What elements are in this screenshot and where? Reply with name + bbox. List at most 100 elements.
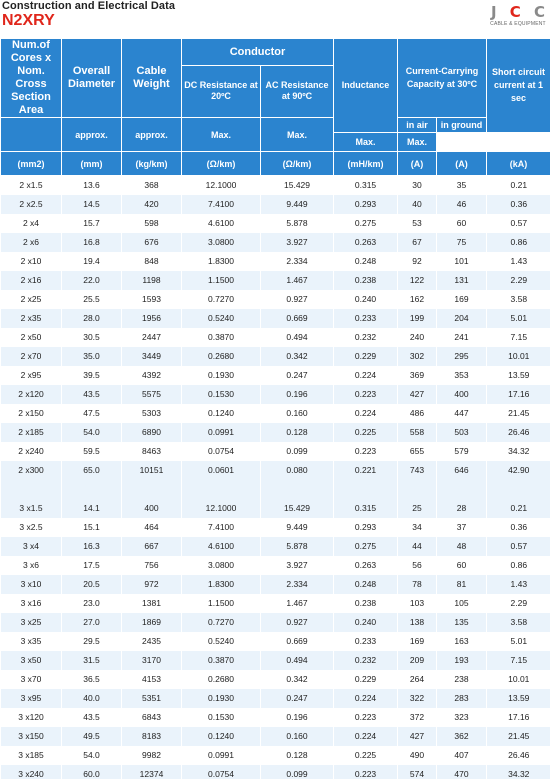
table-cell: 0.1530: [181, 384, 261, 404]
table-cell: 10.01: [486, 346, 550, 366]
table-cell: 0.3870: [181, 650, 261, 670]
table-cell: 7.4100: [181, 517, 261, 537]
table-cell: 10151: [121, 460, 182, 480]
table-cell: 42.90: [486, 460, 550, 480]
header-conductor: Conductor: [180, 38, 335, 66]
table-row: 2 x4 15.7 598 4.6100 5.878 0.275 53 60 0.57: [0, 213, 550, 233]
table-cell: 3.0800: [181, 555, 261, 575]
table-cell: 105: [436, 593, 487, 613]
header-current: Current-Carrying Capacity at 30ºC: [397, 38, 488, 118]
table-cell: 16.8: [61, 232, 122, 252]
table-row: 3 x6 17.5 756 3.0800 3.927 0.263 56 60 0.86: [0, 555, 550, 575]
table-cell: 17.16: [486, 707, 550, 727]
table-cell: 209: [397, 650, 437, 670]
table-cell: 9.449: [259, 517, 334, 537]
table-cell: 0.0991: [181, 422, 261, 442]
table-cell: 0.2680: [181, 346, 261, 366]
table-cell: 0.669: [259, 631, 334, 651]
table-row: 2 x25 25.5 1593 0.7270 0.927 0.240 162 169 3.58: [0, 289, 550, 309]
table-row: 2 x35 28.0 1956 0.5240 0.669 0.233 199 204 5.01: [0, 308, 550, 328]
table-cell: [333, 479, 398, 499]
header-max-ac: Max.: [259, 117, 335, 152]
table-cell: 1198: [121, 270, 182, 290]
table-cell: 3 x120: [0, 707, 62, 727]
table-cell: 655: [397, 441, 437, 461]
table-cell: 0.223: [333, 384, 398, 404]
page-title: Construction and Electrical Data: [2, 0, 176, 12]
table-cell: 490: [397, 745, 437, 765]
table-cell: 17.16: [486, 384, 550, 404]
table-cell: 7.15: [486, 327, 550, 347]
table-cell: 447: [436, 403, 487, 423]
logo-tagline: CABLE & EQUIPMENT: [490, 21, 546, 27]
table-cell: 20.5: [61, 574, 122, 594]
table-cell: 8183: [121, 726, 182, 746]
unit-header: (mm2): [0, 151, 62, 176]
logo-letter-c: C: [533, 3, 545, 21]
table-cell: 0.225: [333, 745, 398, 765]
table-cell: 0.099: [259, 441, 334, 461]
header-approx-weight: approx.: [121, 117, 182, 152]
table-cell: 2.29: [486, 270, 550, 290]
table-cell: 362: [436, 726, 487, 746]
header-dc-resistance: DC Resistance at 20ºC: [181, 64, 261, 119]
table-cell: 1.467: [259, 593, 334, 613]
table-cell: 0.315: [333, 175, 398, 195]
table-row: 3 x240 60.0 12374 0.0754 0.099 0.223 574 470 34.…: [0, 764, 550, 779]
table-cell: 372: [397, 707, 437, 727]
table-row: 3 x185 54.0 9982 0.0991 0.128 0.225 490 407 26.4…: [0, 745, 550, 765]
table-header: Num.of Cores x Nom. Cross Section Area O…: [0, 38, 550, 176]
table-cell: 138: [397, 612, 437, 632]
table-cell: 1.43: [486, 574, 550, 594]
unit-header: (Ω/km): [259, 151, 335, 176]
table-cell: 0.1930: [181, 365, 261, 385]
table-cell: 3 x185: [0, 745, 62, 765]
table-cell: 0.196: [259, 707, 334, 727]
table-cell: 56: [397, 555, 437, 575]
table-cell: 264: [397, 669, 437, 689]
table-cell: 0.223: [333, 441, 398, 461]
header-max-air: Max.: [333, 132, 399, 152]
table-cell: 199: [397, 308, 437, 328]
table-cell: 0.240: [333, 612, 398, 632]
units-row: (mm2) (mm) (kg/km) (Ω/km) (Ω/km) (mH/km) (A) (A…: [0, 151, 550, 176]
table-cell: 5303: [121, 403, 182, 423]
table-row: 2 x150 47.5 5303 0.1240 0.160 0.224 486 447 21.4…: [0, 403, 550, 423]
table-cell: 3 x1.5: [0, 498, 62, 518]
table-cell: 15.429: [259, 175, 334, 195]
table-row: 3 x2.5 15.1 464 7.4100 9.449 0.293 34 37 0.36: [0, 517, 550, 537]
table-cell: 19.4: [61, 251, 122, 271]
table-cell: 169: [397, 631, 437, 651]
table-cell: 25.5: [61, 289, 122, 309]
table-cell: 0.5240: [181, 631, 261, 651]
table-cell: 31.5: [61, 650, 122, 670]
table-cell: 3 x95: [0, 688, 62, 708]
table-cell: 667: [121, 536, 182, 556]
table-cell: 103: [397, 593, 437, 613]
table-cell: 0.233: [333, 631, 398, 651]
table-cell: 54.0: [61, 422, 122, 442]
table-cell: 0.247: [259, 365, 334, 385]
table-cell: 0.099: [259, 764, 334, 779]
table-cell: 12.1000: [181, 498, 261, 518]
separator-row: [0, 479, 550, 499]
table-cell: 0.3870: [181, 327, 261, 347]
table-cell: 1.8300: [181, 251, 261, 271]
header-weight: Cable Weight: [121, 38, 182, 118]
table-cell: 598: [121, 213, 182, 233]
table-cell: 972: [121, 574, 182, 594]
table-cell: 49.5: [61, 726, 122, 746]
company-logo[interactable]: J C C CABLE & EQUIPMENT: [488, 4, 548, 34]
table-cell: 2 x70: [0, 346, 62, 366]
table-cell: 59.5: [61, 441, 122, 461]
table-cell: 0.224: [333, 688, 398, 708]
table-cell: 26.46: [486, 422, 550, 442]
table-cell: 3170: [121, 650, 182, 670]
table-cell: 23.0: [61, 593, 122, 613]
table-cell: 0.128: [259, 745, 334, 765]
table-cell: 283: [436, 688, 487, 708]
table-cell: 0.229: [333, 669, 398, 689]
table-cell: 400: [436, 384, 487, 404]
table-cell: 4.6100: [181, 213, 261, 233]
header-cores: Num.of Cores x Nom. Cross Section Area: [0, 38, 62, 118]
